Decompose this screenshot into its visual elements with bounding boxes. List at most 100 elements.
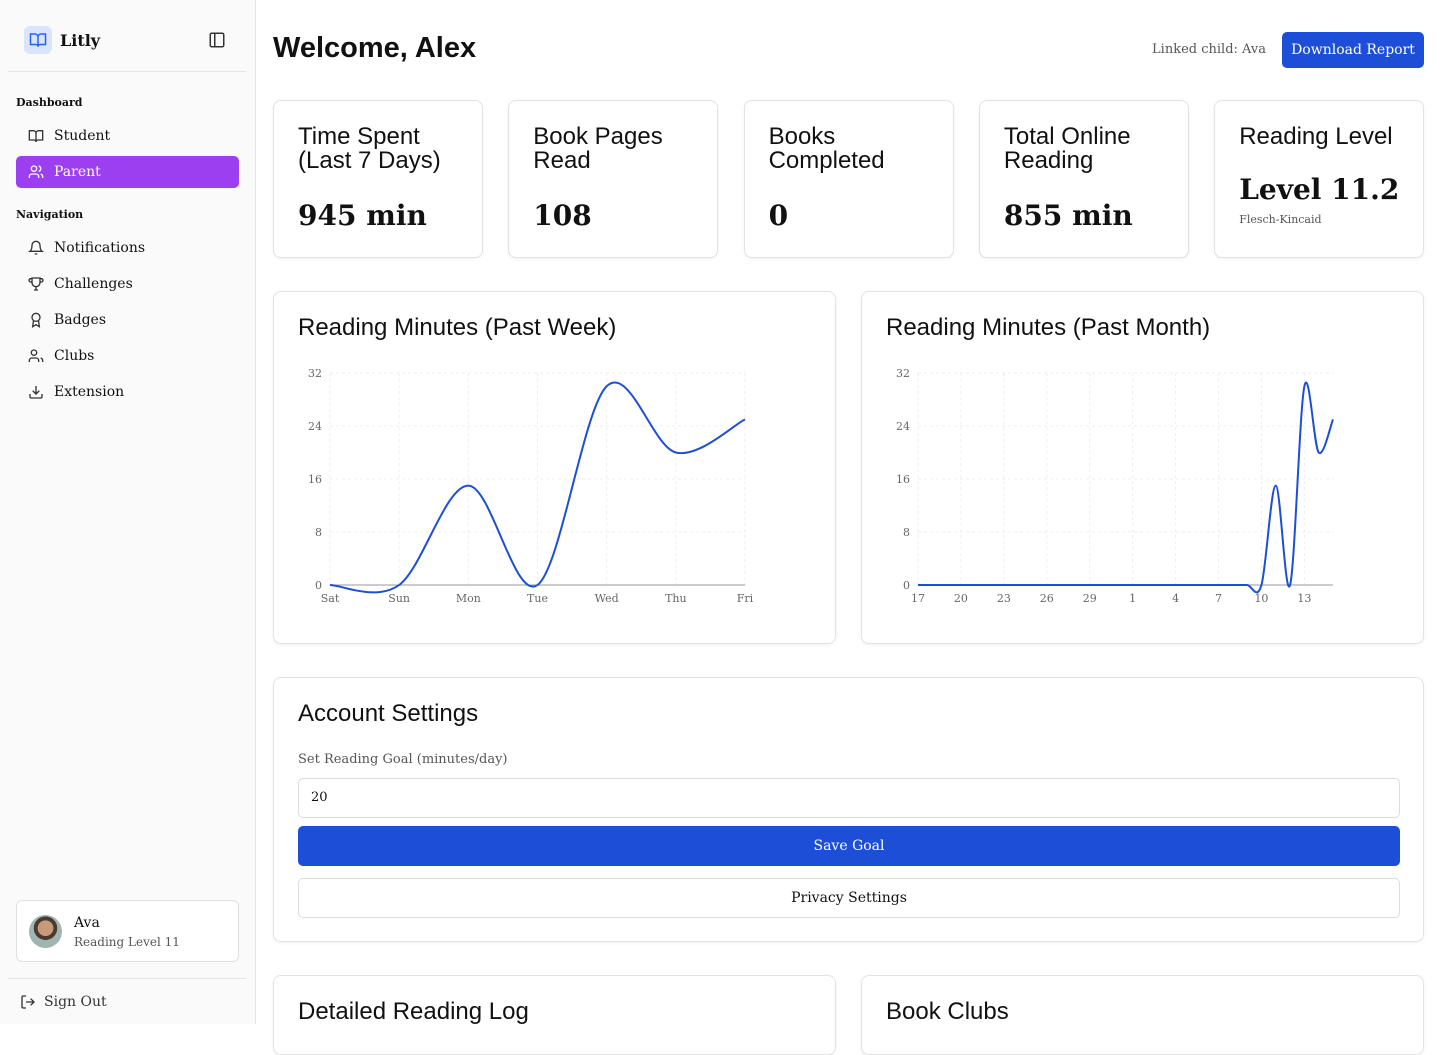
stat-card: Time Spent (Last 7 Days) 945 min	[273, 100, 483, 258]
stat-note: Flesch-Kincaid	[1239, 213, 1322, 226]
nav-icon	[28, 277, 44, 291]
stat-label: Total Online Reading	[1003, 123, 1131, 174]
sidebar-toggle[interactable]	[208, 31, 226, 49]
settings-card: Account Settings Set Reading Goal (minut…	[273, 677, 1424, 942]
sign-out-label: Sign Out	[44, 994, 107, 1010]
y-tick-label: 0	[315, 579, 322, 592]
line	[329, 381, 746, 594]
main: Welcome, Alex Linked child: Ava Download…	[256, 0, 1440, 1055]
stat-label: Reading Level	[1239, 123, 1393, 150]
stat-card: Book Pages Read 108	[508, 100, 719, 258]
page-title: Welcome, Alex	[273, 32, 477, 64]
nav-icon-path	[28, 349, 44, 362]
user-card[interactable]: Ava Reading Level 11	[16, 900, 239, 962]
sign-out[interactable]: Sign Out	[20, 994, 107, 1010]
nav-label: Extension	[54, 384, 125, 400]
x-tick-label: 29	[1083, 592, 1097, 605]
logo	[24, 26, 52, 54]
nav-icon-path	[28, 277, 44, 291]
nav-item[interactable]: Clubs	[16, 340, 239, 372]
stat-value: 0	[768, 199, 789, 232]
chart-card: Reading Minutes (Past Month) 0 8 16 24 32 17 20…	[861, 291, 1424, 644]
nav-item[interactable]: Challenges	[16, 268, 239, 300]
log-card: Detailed Reading Log	[273, 975, 836, 1055]
nav-label: Challenges	[54, 276, 133, 292]
x-tick-label: Sat	[321, 592, 340, 605]
x-tick-label: 13	[1297, 592, 1311, 605]
chart-title: Reading Minutes (Past Week)	[298, 314, 617, 341]
y-tick-label: 32	[308, 367, 322, 380]
sidebar: Litly Dashboard Student Parent Navigation No…	[0, 0, 256, 1024]
save-button[interactable]: Save Goal	[298, 826, 1400, 866]
divider	[8, 978, 246, 979]
x-tick-label: Fri	[737, 592, 754, 605]
nav-icon	[31, 312, 41, 328]
clubs-card: Book Clubs	[861, 975, 1424, 1055]
chart: 0 8 16 24 32 Sat Sun Mon Tue Wed Thu Fri	[308, 367, 754, 605]
x-tick-label: 20	[954, 592, 968, 605]
y-tick-label: 24	[896, 420, 910, 433]
x-tick-label: Tue	[527, 592, 548, 605]
goal-label: Set Reading Goal (minutes/day)	[298, 752, 508, 767]
y-tick-label: 8	[903, 526, 910, 539]
y-tick-label: 24	[308, 420, 322, 433]
x-tick-label: 17	[911, 592, 925, 605]
nav-icon	[28, 240, 44, 255]
nav-section-title: Navigation	[16, 208, 84, 221]
stat-value: 855 min	[1003, 199, 1133, 232]
clubs-title: Book Clubs	[886, 998, 1009, 1025]
nav-icon-path	[31, 312, 41, 328]
goal-input[interactable]: 20	[298, 778, 1400, 818]
x-tick-label: Mon	[456, 592, 481, 605]
avatar	[29, 915, 62, 948]
user-name: Ava	[74, 915, 100, 931]
nav-icon-path	[28, 240, 44, 255]
nav-icon	[28, 349, 44, 362]
x-tick-label: 7	[1215, 592, 1222, 605]
nav-icon	[29, 386, 43, 399]
x-tick-label: Sun	[388, 592, 410, 605]
nav-icon-path	[29, 386, 43, 399]
stat-value: 945 min	[298, 199, 427, 232]
nav-label: Badges	[54, 312, 107, 328]
nav-label: Parent	[54, 164, 101, 180]
y-tick-label: 16	[896, 473, 910, 486]
nav-item[interactable]: Badges	[16, 304, 239, 336]
nav-label: Clubs	[54, 348, 95, 364]
stat-value: Level 11.2	[1239, 173, 1400, 206]
x-tick-label: Wed	[595, 592, 619, 605]
nav-section-title: Dashboard	[16, 96, 83, 109]
y-tick-label: 8	[315, 526, 322, 539]
x-tick-label: Thu	[665, 592, 687, 605]
settings-title: Account Settings	[298, 700, 479, 727]
x-tick-label: 23	[997, 592, 1011, 605]
brand-name: Litly	[60, 30, 101, 50]
nav-icon-path	[28, 165, 44, 178]
stat-label: Books Completed	[768, 123, 885, 174]
user-level: Reading Level 11	[74, 935, 180, 949]
x-tick-label: 1	[1129, 592, 1136, 605]
y-tick-label: 16	[308, 473, 322, 486]
nav-item[interactable]: Notifications	[16, 232, 239, 264]
download-button[interactable]: Download Report	[1282, 32, 1424, 68]
chart-card: Reading Minutes (Past Week) 0 8 16 24 32 Sat Su…	[273, 291, 836, 644]
brand: Litly	[24, 26, 100, 54]
nav-item[interactable]: Extension	[16, 376, 239, 408]
sign-out-icon	[21, 995, 35, 1009]
linked-child: Linked child: Ava	[1152, 42, 1266, 57]
log-title: Detailed Reading Log	[298, 998, 529, 1025]
x-tick-label: 4	[1172, 592, 1179, 605]
nav-item[interactable]: Student	[16, 120, 239, 152]
logo-icon	[29, 33, 47, 47]
nav-label: Student	[54, 128, 111, 144]
stat-value: 108	[533, 199, 592, 232]
privacy-button[interactable]: Privacy Settings	[298, 878, 1400, 918]
x-tick-label: 10	[1254, 592, 1268, 605]
stat-label: Time Spent (Last 7 Days)	[298, 123, 441, 174]
nav-item[interactable]: Parent	[16, 156, 239, 188]
y-tick-label: 0	[903, 579, 910, 592]
nav-label: Notifications	[54, 240, 146, 256]
stat-card: Books Completed 0	[743, 100, 954, 258]
stat-card: Total Online Reading 855 min	[978, 100, 1189, 258]
